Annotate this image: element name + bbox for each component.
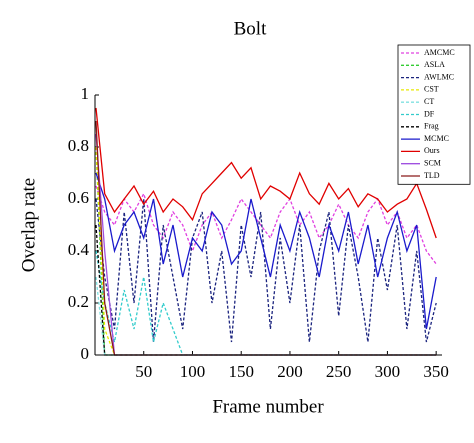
y-tick-label: 0.6 (68, 188, 89, 207)
legend-box (397, 44, 471, 185)
y-tick-label: 0.4 (68, 240, 90, 259)
x-tick-label: 50 (135, 362, 152, 381)
y-axis-label: Overlap rate (18, 178, 39, 272)
x-tick-label: 250 (326, 362, 352, 381)
legend-label: DF (424, 109, 435, 118)
y-tick-label: 0 (81, 344, 90, 363)
legend-label: TLD (424, 171, 440, 180)
legend-label: CT (424, 97, 434, 106)
legend-label: SCM (424, 159, 441, 168)
legend-label: MCMC (424, 134, 449, 143)
x-tick-label: 150 (228, 362, 254, 381)
legend-label: Frag (424, 122, 439, 131)
series-line (95, 185, 437, 265)
y-tick-label: 1 (81, 84, 90, 103)
series-line (95, 172, 437, 330)
y-tick-label: 0.8 (68, 136, 89, 155)
x-tick-label: 100 (180, 362, 206, 381)
series-line (95, 250, 437, 356)
y-tick-label: 0.2 (68, 292, 89, 311)
series-line (95, 107, 437, 239)
legend-label: ASLA (424, 60, 445, 69)
x-tick-label: 350 (423, 362, 449, 381)
legend-label: CST (424, 85, 439, 94)
legend-label: Ours (424, 146, 440, 155)
series-line (95, 120, 437, 356)
series-line (95, 198, 437, 343)
legend-label: AWLMC (424, 72, 454, 81)
series-line (95, 276, 437, 356)
x-tick-label: 200 (277, 362, 303, 381)
x-axis-label: Frame number (212, 396, 324, 417)
chart-title: Bolt (234, 18, 267, 39)
legend-label: AMCMC (424, 48, 455, 57)
x-tick-label: 300 (375, 362, 401, 381)
